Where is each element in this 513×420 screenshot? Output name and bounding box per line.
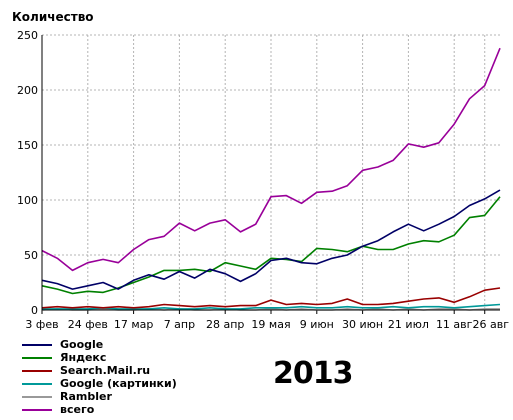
y-tick-label: 200 <box>17 84 38 97</box>
gridlines <box>42 34 500 310</box>
legend-item-yandex: Яндекс <box>22 351 177 364</box>
legend-label: всего <box>60 403 95 416</box>
legend-swatch-google <box>22 344 52 346</box>
year-annotation: 2013 <box>273 356 353 391</box>
legend-swatch-google-images <box>22 383 52 385</box>
legend: Google Яндекс Search.Mail.ru Google (кар… <box>22 338 177 416</box>
y-tick-label: 150 <box>17 139 38 152</box>
y-axis-ticks: 0 50 100 150 200 250 <box>17 29 38 317</box>
series-line-яндекс <box>41 196 501 295</box>
legend-item-rambler: Rambler <box>22 390 177 403</box>
y-axis-label: Количество <box>12 10 94 24</box>
legend-item-search-mail: Search.Mail.ru <box>22 364 177 377</box>
x-tick-label: 11 авг <box>436 318 473 331</box>
y-tick-label: 250 <box>17 29 38 42</box>
series-line-всего <box>41 47 501 272</box>
x-tick-label: 3 фев <box>25 318 58 331</box>
x-tick-label: 19 мая <box>251 318 290 331</box>
y-tick-label: 100 <box>17 194 38 207</box>
legend-item-google-images: Google (картинки) <box>22 377 177 390</box>
series-line-search-mail-ru <box>41 287 501 309</box>
x-axis-ticks: 3 фев 24 фев 17 мар 7 апр 28 апр 19 мая 9 июн 3… <box>25 310 509 331</box>
legend-item-total: всего <box>22 403 177 416</box>
y-tick-label: 50 <box>24 249 38 262</box>
series-line-google-картинки- <box>42 303 501 310</box>
line-chart: Количество 0 50 100 150 200 250 3 фев 24 фев 17… <box>12 10 509 331</box>
legend-item-google: Google <box>22 338 177 351</box>
legend-swatch-search-mail <box>22 370 52 372</box>
x-tick-label: 26 авг <box>473 318 510 331</box>
y-tick-label: 0 <box>31 304 38 317</box>
legend-label: Google <box>60 338 104 351</box>
legend-label: Яндекс <box>60 351 107 364</box>
x-tick-label: 21 июл <box>388 318 429 331</box>
x-tick-label: 9 июн <box>300 318 334 331</box>
x-tick-label: 30 июн <box>342 318 383 331</box>
legend-swatch-total <box>22 409 52 411</box>
x-tick-label: 28 апр <box>206 318 244 331</box>
legend-swatch-rambler <box>22 396 52 398</box>
x-tick-label: 7 апр <box>164 318 195 331</box>
x-tick-label: 17 мар <box>114 318 154 331</box>
legend-label: Rambler <box>60 390 112 403</box>
plot-frame <box>41 35 500 311</box>
legend-swatch-yandex <box>22 357 52 359</box>
x-tick-label: 24 фев <box>68 318 108 331</box>
legend-label: Google (картинки) <box>60 377 177 390</box>
legend-label: Search.Mail.ru <box>60 364 151 377</box>
series-line-google <box>41 189 501 290</box>
